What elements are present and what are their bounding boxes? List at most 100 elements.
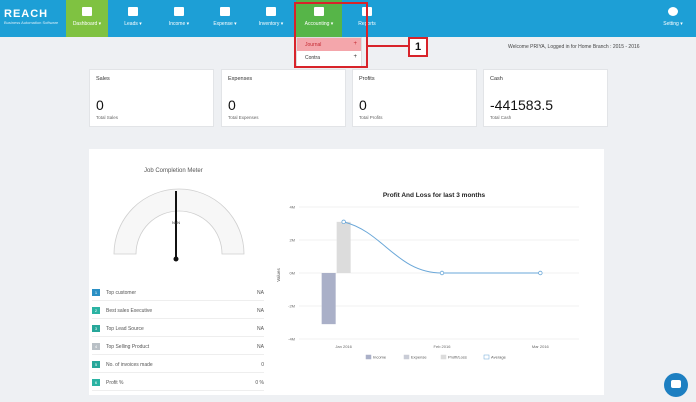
average-point xyxy=(439,270,445,276)
highlight-box xyxy=(294,2,368,68)
legend-label: Income xyxy=(373,355,387,360)
card-subtitle: Total Sales xyxy=(96,115,119,120)
y-axis-label: Values xyxy=(276,268,281,282)
gauge-pivot xyxy=(173,256,179,262)
card-cash: Cash -441583.5 Total Cash xyxy=(483,69,608,127)
chat-button[interactable] xyxy=(664,373,688,397)
stat-label: Profit % xyxy=(106,380,124,386)
stat-row: 3 Top Lead Source NA xyxy=(92,321,264,337)
card-value: 0 xyxy=(359,97,367,113)
stat-value: 0 % xyxy=(255,380,264,386)
nav-inventory[interactable]: Inventory ▾ xyxy=(250,0,292,37)
chart-title: Profit And Loss for last 3 months xyxy=(383,192,486,199)
stat-value: NA xyxy=(257,308,264,314)
stat-value: NA xyxy=(257,344,264,350)
x-tick-label: Feb 2016 xyxy=(434,344,452,349)
inventory-icon xyxy=(266,7,276,16)
nav-setting-label: Setting ▾ xyxy=(663,21,683,27)
accounting-icon xyxy=(314,7,324,16)
stat-row: 2 Best sales Executive NA xyxy=(92,303,264,319)
dropdown-item-journal-label: Journal xyxy=(305,42,322,48)
stat-value: NA xyxy=(257,326,264,332)
plus-icon: + xyxy=(353,41,357,47)
stat-row: 1 Top customer NA xyxy=(92,285,264,301)
legend-label: Profit/Loss xyxy=(448,355,467,360)
stat-badge: 2 xyxy=(92,307,100,314)
y-tick-label: 0M xyxy=(289,271,295,276)
gauge-arc xyxy=(113,188,245,255)
stat-badge: 1 xyxy=(92,289,100,296)
nav-expense[interactable]: Expense ▾ xyxy=(204,0,246,37)
stat-badge: 5 xyxy=(92,361,100,368)
stat-badge: 3 xyxy=(92,325,100,332)
stat-badge: 6 xyxy=(92,379,100,386)
logo-tagline: Business Automation Software xyxy=(4,20,59,25)
x-tick-label: Mar 2016 xyxy=(532,344,550,349)
nav-dashboard[interactable]: Dashboard ▾ xyxy=(66,0,108,37)
stat-label: Top Lead Source xyxy=(106,326,144,332)
chat-icon xyxy=(671,380,681,388)
legend-label: Average xyxy=(491,355,507,360)
callout-connector xyxy=(368,45,408,47)
top-navbar: REACH Business Automation Software Dashb… xyxy=(0,0,696,37)
card-value: 0 xyxy=(228,97,236,113)
plus-icon: + xyxy=(353,54,357,60)
card-title: Profits xyxy=(359,76,375,82)
card-title: Expenses xyxy=(228,76,253,82)
stat-row: 6 Profit % 0 % xyxy=(92,375,264,391)
average-point xyxy=(538,270,543,276)
meter-title: Job Completion Meter xyxy=(144,168,203,174)
gauge-value: NaN xyxy=(172,220,180,225)
legend-swatch xyxy=(483,354,490,360)
dashboard-icon xyxy=(82,7,92,16)
logo-text: REACH xyxy=(4,8,49,20)
nav-accounting[interactable]: Accounting ▾ xyxy=(296,0,342,37)
gear-icon xyxy=(668,7,678,16)
nav-accounting-label: Accounting ▾ xyxy=(304,21,334,27)
legend-label: Expense xyxy=(411,355,427,360)
bar-income xyxy=(321,273,336,325)
card-title: Sales xyxy=(96,76,110,82)
stat-label: Top customer xyxy=(106,290,137,296)
card-sales: Sales 0 Total Sales xyxy=(89,69,214,127)
leads-icon xyxy=(128,7,138,16)
stat-row: 5 No. of invoices made 0 xyxy=(92,357,264,373)
legend-swatch xyxy=(365,354,372,360)
profit-loss-chart: Profit And Loss for last 3 months 4M 2M 0M -… xyxy=(276,192,579,360)
series-line-average xyxy=(343,221,541,274)
stat-value: NA xyxy=(257,290,264,296)
card-subtitle: Total Expenses xyxy=(228,115,259,120)
nav-leads[interactable]: Leads ▾ xyxy=(112,0,154,37)
stat-row: 4 Top Selling Product NA xyxy=(92,339,264,355)
card-value: -441583.5 xyxy=(490,97,554,113)
app-logo[interactable]: REACH Business Automation Software xyxy=(4,8,64,30)
bar-profit-loss xyxy=(336,221,351,273)
nav-income[interactable]: Income ▾ xyxy=(158,0,200,37)
average-point xyxy=(341,219,346,225)
card-profits: Profits 0 Total Profits xyxy=(352,69,477,127)
y-tick-label: -2M xyxy=(288,304,295,309)
legend-swatch xyxy=(440,354,447,360)
card-value: 0 xyxy=(96,97,104,113)
card-title: Cash xyxy=(490,76,503,82)
card-subtitle: Total Cash xyxy=(490,115,512,120)
stat-label: Top Selling Product xyxy=(106,344,150,350)
nav-setting[interactable]: Setting ▾ xyxy=(652,0,694,37)
legend-swatch xyxy=(403,354,410,360)
job-completion-gauge: NaN xyxy=(113,188,245,262)
income-icon xyxy=(174,7,184,16)
stat-value: 0 xyxy=(261,362,264,368)
stat-badge: 4 xyxy=(92,343,100,350)
dropdown-item-contra[interactable]: Contra + xyxy=(297,51,361,64)
welcome-message: Welcome PRIYA, Logged in for Home Branch… xyxy=(508,44,640,50)
nav-expense-label: Expense ▾ xyxy=(213,21,237,27)
dropdown-item-contra-label: Contra xyxy=(305,55,321,61)
dashboard-panel: Job Completion Meter NaN 1 Top customer NA… xyxy=(89,149,604,395)
card-expenses: Expenses 0 Total Expenses xyxy=(221,69,346,127)
y-tick-label: 2M xyxy=(289,238,295,243)
nav-dashboard-label: Dashboard ▾ xyxy=(72,21,102,27)
dropdown-item-journal[interactable]: Journal + xyxy=(297,38,361,51)
y-tick-label: 4M xyxy=(289,205,295,210)
nav-leads-label: Leads ▾ xyxy=(124,21,142,27)
expense-icon xyxy=(220,7,230,16)
